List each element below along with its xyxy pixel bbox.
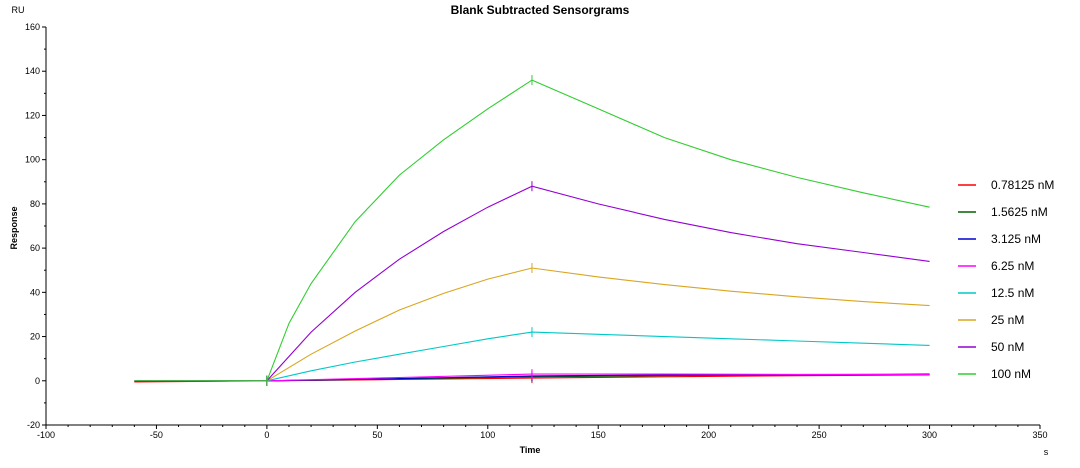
x-axis-title: Time — [520, 445, 541, 455]
legend-label: 12.5 nM — [991, 286, 1034, 300]
y-tick-label: 120 — [25, 110, 40, 120]
y-tick-label: 60 — [30, 243, 40, 253]
x-tick-label: 250 — [812, 430, 827, 440]
y-tick-label: -20 — [27, 420, 40, 430]
axes: -20 0 20 40 60 80 100 120 140 160 -100 -50 0 50 100 150… — [25, 22, 1048, 440]
legend-label: 50 nM — [991, 340, 1024, 354]
legend-label: 0.78125 nM — [991, 178, 1054, 192]
series-line-8 — [134, 79, 930, 382]
legend-label: 1.5625 nM — [991, 205, 1048, 219]
series-line-5 — [134, 331, 930, 382]
x-tick-label: 350 — [1032, 430, 1047, 440]
y-tick-label: 20 — [30, 332, 40, 342]
y-tick-label: 0 — [35, 376, 40, 386]
y-tick-label: 80 — [30, 199, 40, 209]
legend-label: 100 nM — [991, 367, 1031, 381]
legend: 0.78125 nM 1.5625 nM 3.125 nM 6.25 nM 12.5 n… — [958, 178, 1054, 381]
series-line-7 — [134, 185, 930, 382]
legend-label: 3.125 nM — [991, 232, 1041, 246]
x-tick-label: 100 — [480, 430, 495, 440]
y-axis-title: Response — [9, 206, 19, 249]
x-tick-label: 0 — [264, 430, 269, 440]
x-tick-label: 50 — [372, 430, 382, 440]
x-unit-label: s — [1044, 447, 1049, 457]
x-tick-label: -50 — [150, 430, 163, 440]
x-tick-label: -100 — [37, 430, 55, 440]
series-group — [134, 75, 930, 386]
x-tick-label: 150 — [591, 430, 606, 440]
y-tick-label: 140 — [25, 66, 40, 76]
y-tick-label: 100 — [25, 155, 40, 165]
y-tick-label: 160 — [25, 22, 40, 32]
x-tick-label: 200 — [701, 430, 716, 440]
y-unit-label: RU — [12, 5, 25, 15]
legend-label: 6.25 nM — [991, 259, 1034, 273]
chart-title: Blank Subtracted Sensorgrams — [451, 3, 630, 17]
series-line-6 — [134, 267, 930, 382]
y-tick-label: 40 — [30, 287, 40, 297]
x-tick-label: 300 — [922, 430, 937, 440]
legend-label: 25 nM — [991, 313, 1024, 327]
